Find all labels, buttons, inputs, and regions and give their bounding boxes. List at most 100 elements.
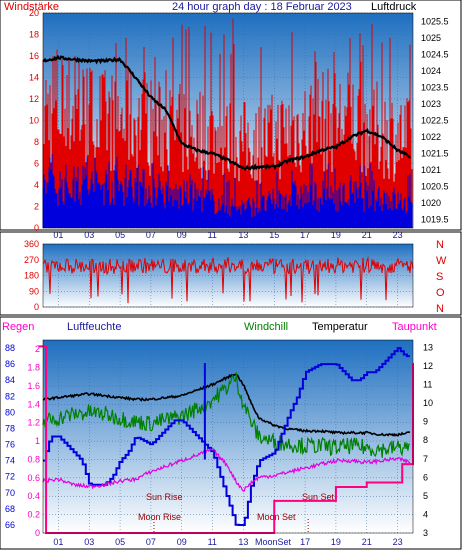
temp-tick-label: 10 xyxy=(423,398,433,408)
temp-tick-label: 11 xyxy=(423,380,432,390)
x-tick-label: 09 xyxy=(177,537,187,547)
temp-tick-label: 12 xyxy=(423,361,433,371)
temp-tick-label: 7 xyxy=(423,454,428,464)
x-tick-label: 11 xyxy=(208,230,217,240)
humidity-tick-label: 78 xyxy=(5,423,15,433)
y-right-tick-label: 1023 xyxy=(421,99,441,109)
series-windchill xyxy=(42,372,410,458)
humidity-tick-label: 84 xyxy=(5,375,15,385)
x-tick-label: 13 xyxy=(238,230,248,240)
chart-title: 24 hour graph day : 18 Februar 2023 xyxy=(172,1,352,13)
dir-tick-label: 360 xyxy=(24,239,39,249)
y-left-tick-label: 16 xyxy=(29,51,39,61)
series-taupunkt xyxy=(42,448,411,492)
wind-speed-label: Windstärke xyxy=(4,1,59,13)
header-dewpoint: Taupunkt xyxy=(392,321,437,333)
rain-tick-label: 0.6 xyxy=(27,473,40,483)
rain-tick-label: 1.4 xyxy=(27,399,40,409)
temperature-axes: 01 03 05 07 09 11 13 17 19 21 23666870727476788082… xyxy=(5,339,433,547)
series-böen xyxy=(42,153,413,228)
compass-label: O xyxy=(436,287,445,299)
y-left-tick-label: 2 xyxy=(34,202,39,212)
rain-tick-label: 0.8 xyxy=(27,454,40,464)
y-right-tick-label: 1021.5 xyxy=(421,149,449,159)
temp-tick-label: 3 xyxy=(423,528,428,538)
y-right-tick-label: 1022.5 xyxy=(421,116,449,126)
temp-tick-label: 4 xyxy=(423,509,428,519)
rain-tick-label: 1.2 xyxy=(27,418,40,428)
compass-label: W xyxy=(436,255,447,267)
rain-tick-label: 0 xyxy=(35,528,40,538)
wind-pressure-series xyxy=(42,18,413,228)
wind-pressure-axes: 01 03 05 07 09 11 13 15 17 19 21 23 0 2 4 6 8 10 12 14 16 18 2… xyxy=(29,8,449,240)
sun-rise-label: Sun Rise xyxy=(146,492,183,502)
series-luftfeuchte xyxy=(43,347,410,526)
temperature-series xyxy=(38,345,414,534)
pressure-label: Luftdruck xyxy=(371,1,417,13)
x-tick-label: 05 xyxy=(115,537,125,547)
compass-label: N xyxy=(436,239,444,251)
y-right-tick-label: 1024 xyxy=(421,66,441,76)
astronomy-annotations: Sun Rise Sun Set Moon Rise Moon Set Moon… xyxy=(138,492,335,547)
rain-tick-label: 0.4 xyxy=(27,491,40,501)
plot-border xyxy=(42,12,414,229)
x-tick-label: 13 xyxy=(238,537,248,547)
temperature-plot-area xyxy=(43,340,413,533)
rain-tick-label: 0.2 xyxy=(27,510,40,520)
y-left-tick-label: 14 xyxy=(29,73,39,83)
compass-label: N xyxy=(436,303,444,315)
x-tick-label: 01 xyxy=(53,230,63,240)
humidity-tick-label: 86 xyxy=(5,359,15,369)
y-right-tick-label: 1020 xyxy=(421,198,441,208)
humidity-tick-label: 80 xyxy=(5,407,15,417)
y-right-tick-label: 1023.5 xyxy=(421,82,449,92)
wind-direction-plot-area xyxy=(43,244,413,307)
x-tick-label: 23 xyxy=(393,537,403,547)
x-tick-label: 07 xyxy=(146,230,156,240)
header-windchill: Windchill xyxy=(244,321,288,333)
x-tick-label: 07 xyxy=(146,537,156,547)
series-rain xyxy=(38,345,414,534)
y-right-tick-label: 1025 xyxy=(421,33,441,43)
y-left-tick-label: 4 xyxy=(34,180,39,190)
humidity-tick-label: 66 xyxy=(5,520,15,530)
dir-tick-label: 270 xyxy=(24,255,39,265)
rain-tick-label: 1.6 xyxy=(27,381,40,391)
x-tick-label: 03 xyxy=(84,537,94,547)
wind-pressure-panel: Windstärke 24 hour graph day : 18 Februa… xyxy=(0,0,462,240)
plot-border xyxy=(42,243,414,308)
humidity-tick-label: 88 xyxy=(5,343,15,353)
y-left-tick-label: 12 xyxy=(29,94,39,104)
x-tick-label: 03 xyxy=(84,230,94,240)
x-tick-label: 19 xyxy=(331,537,341,547)
rain-tick-label: 2 xyxy=(35,344,40,354)
header-humidity: Luftfeuchte xyxy=(67,321,121,333)
header-rain: Regen xyxy=(2,321,34,333)
y-left-tick-label: 18 xyxy=(29,30,39,40)
x-tick-label: 17 xyxy=(300,230,310,240)
rain-tick-label: 1.8 xyxy=(27,363,40,373)
series-temperatur xyxy=(42,373,410,437)
x-tick-label: 21 xyxy=(362,230,372,240)
y-right-tick-label: 1020.5 xyxy=(421,182,449,192)
dir-tick-label: 180 xyxy=(24,271,39,281)
compass-label: S xyxy=(436,271,443,283)
plot-border xyxy=(42,339,414,534)
humidity-tick-label: 72 xyxy=(5,472,15,482)
y-right-tick-label: 1025.5 xyxy=(421,16,449,26)
y-left-tick-label: 20 xyxy=(29,8,39,18)
y-right-tick-label: 1019.5 xyxy=(421,215,449,225)
x-tick-label: 01 xyxy=(53,537,63,547)
y-right-tick-label: 1021 xyxy=(421,165,441,175)
temperature-humidity-panel: Regen Luftfeuchte Windchill Temperatur T… xyxy=(0,316,462,550)
humidity-tick-label: 68 xyxy=(5,504,15,514)
rain-tick-label: 1 xyxy=(35,436,40,446)
x-tick-label: 19 xyxy=(331,230,341,240)
humidity-tick-label: 76 xyxy=(5,440,15,450)
y-left-tick-label: 8 xyxy=(34,137,39,147)
y-right-tick-label: 1024.5 xyxy=(421,49,449,59)
x-tick-label: 15 xyxy=(269,230,279,240)
